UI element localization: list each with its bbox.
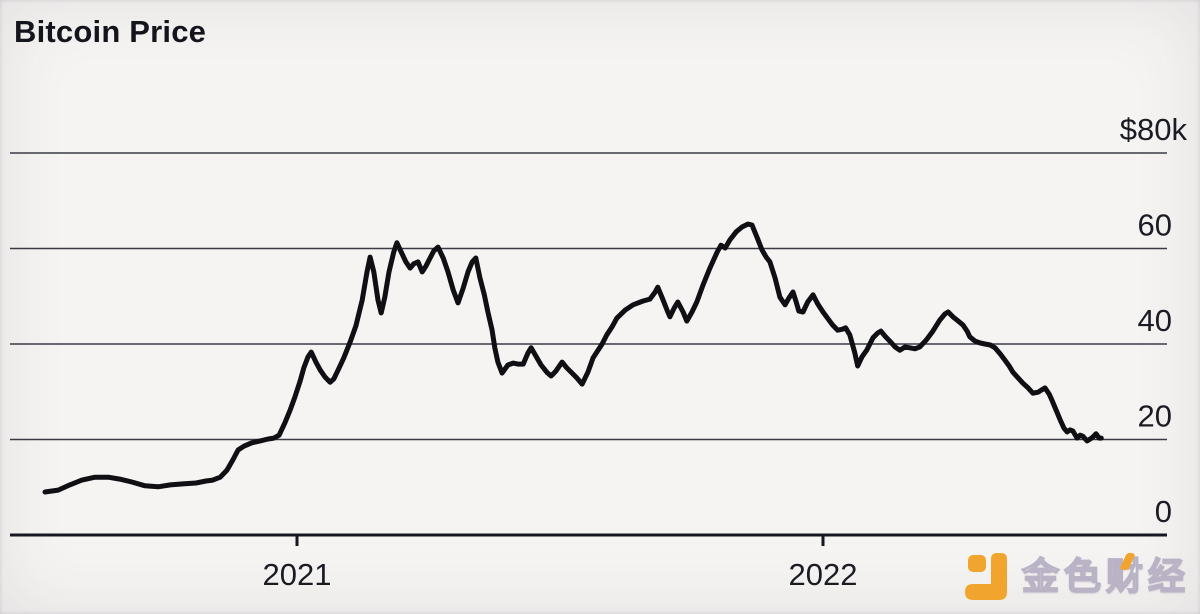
- page-title: Bitcoin Price: [14, 14, 207, 49]
- y-axis-label: $80k: [1120, 112, 1188, 147]
- jinse-logo-icon: [965, 553, 1007, 600]
- price-line: [42, 221, 1104, 495]
- x-axis-label: 2022: [789, 557, 858, 592]
- y-axis-label: 60: [1138, 208, 1172, 243]
- brand-name-text: 金色财经: [1021, 555, 1190, 597]
- x-axis-label: 2021: [263, 557, 332, 592]
- y-axis-label: 0: [1155, 494, 1172, 529]
- brand-watermark: 金色财经: [965, 551, 1190, 601]
- y-axis-label: 20: [1138, 399, 1172, 434]
- y-axis-label: 40: [1138, 303, 1172, 338]
